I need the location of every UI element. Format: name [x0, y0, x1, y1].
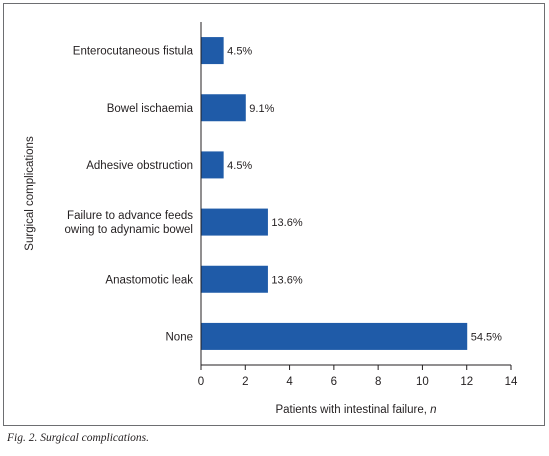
bar — [201, 208, 268, 236]
category-label: Adhesive obstruction — [86, 160, 193, 172]
category-label: Failure to advance feeds owing to adynami… — [65, 210, 194, 236]
bar-chart: 0 2 4 6 8 10 12 14 Enterocutaneous fistula 4.5% Bo… — [24, 22, 518, 416]
x-axis-title: Patients with intestinal failure, n — [275, 404, 436, 416]
figure-frame — [3, 3, 545, 426]
bar — [201, 322, 468, 350]
x-tick-label: 2 — [242, 376, 248, 388]
bar — [201, 94, 246, 122]
category-label: Anastomotic leak — [105, 274, 193, 286]
data-label: 13.6% — [271, 274, 302, 286]
data-label: 13.6% — [271, 217, 302, 229]
x-tick-label: 8 — [375, 376, 381, 388]
data-label: 9.1% — [249, 103, 274, 115]
category-label: None — [166, 331, 194, 343]
bar — [201, 37, 224, 65]
data-label: 54.5% — [471, 331, 502, 343]
data-label: 4.5% — [227, 46, 252, 58]
x-tick-label: 6 — [331, 376, 337, 388]
x-tick-label: 10 — [416, 376, 429, 388]
y-axis-title: Surgical complications — [24, 136, 36, 251]
figure-caption: Fig. 2. Surgical complications. — [7, 432, 150, 444]
x-tick-label: 0 — [198, 376, 204, 388]
x-tick-label: 12 — [460, 376, 473, 388]
data-label: 4.5% — [227, 160, 252, 172]
x-tick-label: 4 — [286, 376, 293, 388]
x-tick-label: 14 — [505, 376, 518, 388]
bar — [201, 151, 224, 179]
category-label: Enterocutaneous fistula — [73, 46, 194, 58]
bar — [201, 265, 268, 293]
category-label: Bowel ischaemia — [107, 103, 194, 115]
